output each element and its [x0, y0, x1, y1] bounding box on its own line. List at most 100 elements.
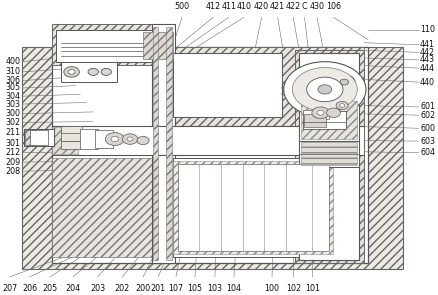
Bar [303, 111, 346, 129]
Circle shape [317, 110, 324, 115]
Bar [61, 132, 82, 140]
Bar [61, 140, 82, 149]
Text: 441: 441 [420, 40, 435, 49]
Text: 444: 444 [420, 64, 435, 73]
Text: 110: 110 [420, 25, 435, 34]
Bar [173, 161, 333, 254]
Text: B: B [335, 148, 340, 157]
Bar [22, 47, 403, 269]
Circle shape [68, 70, 75, 74]
Text: 430: 430 [310, 2, 325, 12]
Bar [25, 130, 36, 145]
Bar [52, 24, 173, 65]
Text: 208: 208 [5, 167, 21, 176]
Circle shape [111, 136, 119, 142]
Text: 101: 101 [305, 284, 320, 293]
Bar [143, 32, 173, 59]
Text: 105: 105 [187, 284, 202, 293]
Circle shape [122, 134, 138, 144]
Text: 207: 207 [2, 284, 18, 293]
Text: 203: 203 [90, 284, 105, 293]
Text: 604: 604 [420, 148, 435, 157]
Text: 601: 601 [420, 102, 435, 112]
Bar [173, 53, 282, 117]
Text: 201: 201 [151, 284, 166, 293]
Text: B: B [339, 102, 345, 111]
Circle shape [312, 107, 329, 119]
Text: 301: 301 [5, 139, 20, 148]
Bar [52, 127, 78, 154]
Bar [31, 130, 48, 145]
Text: 600: 600 [420, 124, 435, 133]
Circle shape [284, 62, 366, 117]
Bar [61, 126, 82, 133]
Text: 400: 400 [5, 57, 20, 66]
Circle shape [318, 85, 332, 94]
Circle shape [339, 104, 345, 107]
Text: 300: 300 [5, 109, 20, 118]
Bar [95, 130, 113, 148]
Text: 204: 204 [65, 284, 81, 293]
Text: 420: 420 [254, 2, 269, 12]
Bar [299, 53, 360, 260]
Text: 306: 306 [5, 76, 20, 85]
Bar [57, 30, 165, 62]
Text: 602: 602 [420, 111, 435, 119]
Bar [152, 24, 176, 263]
Text: 107: 107 [168, 284, 184, 293]
Bar [301, 142, 357, 165]
Text: 209: 209 [5, 158, 21, 167]
Text: 100: 100 [265, 284, 279, 293]
Circle shape [101, 68, 111, 76]
Text: 440: 440 [420, 78, 435, 87]
Bar [304, 114, 326, 127]
Text: C: C [302, 2, 307, 12]
Circle shape [340, 79, 349, 85]
Text: A: A [314, 110, 319, 119]
Text: 603: 603 [420, 137, 435, 146]
Bar [52, 158, 173, 257]
Text: 500: 500 [174, 2, 190, 12]
Text: 205: 205 [42, 284, 57, 293]
Text: 443: 443 [420, 55, 435, 64]
Circle shape [293, 68, 357, 111]
Text: 206: 206 [22, 284, 37, 293]
Text: 200: 200 [135, 284, 151, 293]
Bar [166, 27, 173, 260]
Circle shape [137, 136, 149, 145]
Bar [294, 50, 364, 263]
Bar [152, 27, 158, 260]
Bar [24, 129, 54, 146]
Bar [173, 158, 338, 257]
Bar [61, 62, 117, 82]
Text: 305: 305 [5, 83, 21, 92]
Text: 303: 303 [5, 99, 20, 109]
Text: A: A [307, 155, 313, 164]
Text: 421: 421 [270, 2, 285, 12]
Text: 310: 310 [5, 67, 20, 76]
Circle shape [307, 77, 343, 102]
Bar [303, 110, 329, 119]
Circle shape [88, 68, 99, 76]
Text: 102: 102 [286, 284, 301, 293]
Circle shape [327, 108, 340, 117]
Text: 202: 202 [115, 284, 130, 293]
Circle shape [333, 75, 355, 89]
Bar [52, 47, 368, 263]
Bar [52, 126, 364, 155]
Bar [173, 47, 364, 126]
Text: 103: 103 [207, 284, 223, 293]
Text: 411: 411 [221, 2, 236, 12]
Text: 410: 410 [237, 2, 251, 12]
Circle shape [106, 133, 124, 145]
Text: 106: 106 [326, 2, 341, 12]
Bar [80, 129, 98, 149]
Text: 304: 304 [5, 92, 20, 101]
Text: 422: 422 [286, 2, 301, 12]
Circle shape [64, 67, 79, 77]
Bar [299, 140, 360, 167]
Circle shape [336, 101, 348, 109]
Text: 211: 211 [5, 128, 21, 137]
Text: 442: 442 [420, 48, 435, 57]
Bar [301, 101, 357, 139]
